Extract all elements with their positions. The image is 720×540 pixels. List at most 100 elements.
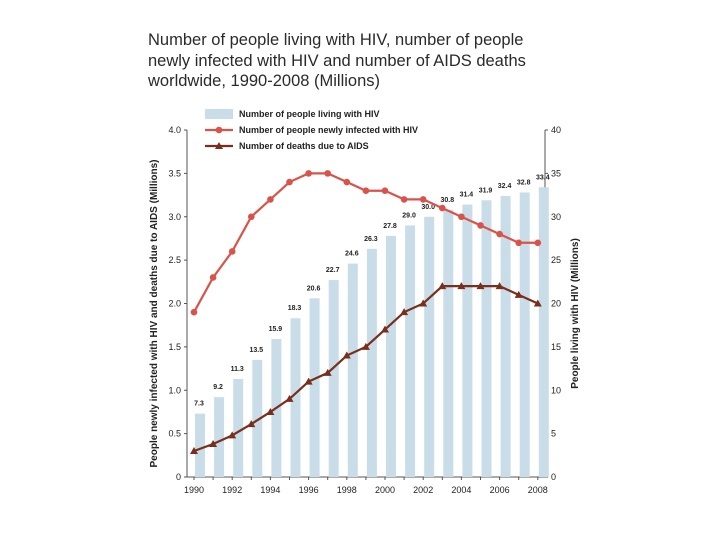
point-newly-infected [534, 239, 542, 247]
point-aids-deaths [247, 420, 256, 428]
bar-living-with-hiv [443, 209, 454, 477]
right-tick-label: 25 [551, 255, 561, 265]
point-aids-deaths [533, 299, 542, 307]
point-newly-infected [400, 196, 408, 203]
point-aids-deaths [228, 431, 237, 439]
point-newly-infected [190, 308, 198, 316]
point-newly-infected [439, 204, 446, 212]
bar-data-label: 9.2 [213, 384, 223, 391]
x-tick-label: 1992 [222, 485, 242, 495]
bar-data-label: 33.4 [536, 174, 550, 181]
bar-living-with-hiv [347, 263, 358, 477]
point-aids-deaths [457, 282, 466, 290]
point-newly-infected [324, 170, 332, 177]
bar-data-label: 20.6 [307, 285, 321, 292]
x-tick-label: 2004 [451, 485, 471, 495]
point-aids-deaths [495, 282, 504, 290]
point-newly-infected [248, 213, 255, 221]
point-aids-deaths [438, 282, 447, 290]
point-newly-infected [209, 274, 217, 281]
bar-data-label: 27.8 [383, 223, 397, 230]
bar-living-with-hiv [328, 280, 339, 477]
point-aids-deaths [476, 282, 485, 290]
right-tick-label: 20 [551, 299, 561, 309]
bar-data-label: 18.3 [288, 305, 302, 312]
point-newly-infected [458, 213, 465, 221]
chart-title: Number of people living with HIV, number… [148, 30, 568, 92]
bar-data-label: 24.6 [345, 251, 359, 258]
point-newly-infected [496, 230, 503, 238]
left-tick-label: 3.5 [168, 168, 181, 178]
bar-living-with-hiv [538, 187, 549, 477]
title-line-3: worldwide, 1990-2008 (Millions) [148, 72, 381, 90]
bar-living-with-hiv [386, 235, 396, 477]
bar-data-label: 13.5 [249, 347, 263, 354]
x-tick-label: 1990 [184, 485, 204, 495]
point-newly-infected [343, 178, 351, 186]
x-tick-label: 1996 [299, 485, 319, 495]
left-tick-label: 4.0 [168, 125, 181, 135]
point-newly-infected [515, 239, 522, 247]
bar-data-label: 22.7 [326, 267, 340, 274]
point-newly-infected [419, 196, 427, 203]
bar-living-with-hiv [519, 192, 530, 477]
left-tick-label: 1.5 [168, 342, 181, 352]
bar-living-with-hiv [195, 413, 205, 477]
bar-living-with-hiv [405, 225, 416, 477]
legend-label-living: Number of people living with HIV [239, 109, 380, 119]
point-newly-infected [362, 187, 370, 195]
point-aids-deaths [419, 299, 428, 307]
point-aids-deaths [190, 446, 198, 454]
right-tick-label: 35 [551, 168, 561, 178]
point-aids-deaths [514, 290, 523, 298]
bar-living-with-hiv [233, 378, 244, 477]
point-aids-deaths [209, 440, 218, 448]
point-aids-deaths [304, 377, 313, 385]
bar-data-label: 31.4 [460, 192, 474, 199]
point-aids-deaths [323, 368, 332, 376]
point-newly-infected [267, 196, 274, 203]
x-tick-label: 2008 [528, 485, 548, 495]
left-tick-label: 2.0 [168, 299, 181, 309]
bar-living-with-hiv [309, 298, 320, 477]
left-tick-label: 0 [176, 472, 181, 482]
bar-data-label: 32.8 [517, 179, 531, 186]
bar-living-with-hiv [481, 200, 492, 477]
left-tick-label: 2.5 [168, 255, 181, 265]
right-tick-label: 30 [551, 212, 561, 222]
bar-data-label: 29.0 [402, 212, 416, 219]
point-newly-infected [477, 222, 484, 229]
x-tick-label: 2002 [413, 485, 433, 495]
legend-label-deaths: Number of deaths due to AIDS [239, 141, 369, 151]
bar-data-label: 11.3 [231, 366, 244, 373]
bar-data-label: 31.9 [479, 187, 493, 194]
bar-data-label: 15.9 [269, 326, 283, 333]
bar-data-label: 32.4 [498, 183, 512, 190]
legend-marker-deaths [215, 142, 223, 149]
bar-data-label: 26.3 [364, 236, 378, 243]
right-tick-label: 5 [551, 429, 556, 439]
point-aids-deaths [285, 394, 294, 402]
bar-living-with-hiv [424, 216, 435, 477]
x-tick-label: 2000 [375, 485, 395, 495]
title-line-1: Number of people living with HIV, number… [148, 31, 524, 49]
bar-living-with-hiv [366, 248, 377, 477]
point-aids-deaths [342, 351, 351, 359]
point-newly-infected [305, 170, 312, 177]
bar-data-label: 30.0 [421, 204, 435, 211]
left-tick-label: 1.0 [168, 385, 181, 395]
x-tick-label: 1994 [260, 485, 280, 495]
bar-living-with-hiv [500, 195, 511, 477]
bar-living-with-hiv [290, 318, 301, 477]
right-tick-label: 0 [551, 472, 556, 482]
bar-living-with-hiv [462, 204, 473, 478]
point-aids-deaths [266, 407, 275, 415]
point-newly-infected [228, 248, 236, 255]
x-tick-label: 1998 [337, 485, 357, 495]
right-tick-label: 40 [551, 125, 561, 135]
left-axis-title: People newly infected with HIV and death… [149, 160, 160, 468]
right-tick-label: 15 [551, 342, 561, 352]
left-tick-label: 0.5 [168, 429, 181, 439]
right-axis-title: People living with HIV (Millions) [570, 238, 581, 389]
